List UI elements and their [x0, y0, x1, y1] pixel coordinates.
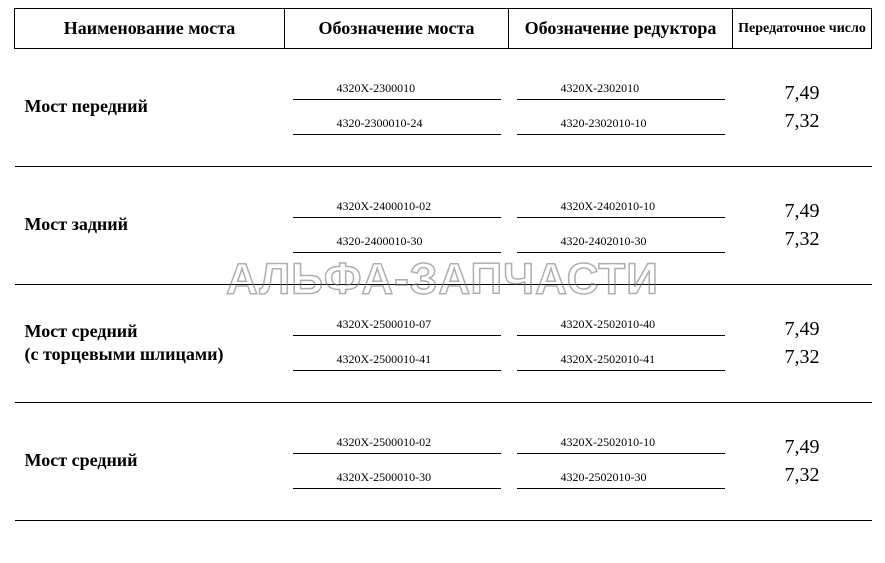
reducer-code-value: 4320Х-2502010-41	[517, 350, 725, 371]
axle-table: Наименование моста Обозначение моста Обо…	[14, 8, 872, 521]
header-reducer-code: Обозначение редуктора	[509, 9, 733, 49]
reducer-code-value: 4320-2302010-10	[517, 114, 725, 135]
axle-name: Мост задний	[15, 166, 285, 284]
ratio-value: 7,49	[733, 433, 872, 461]
ratio-value: 7,49	[733, 315, 872, 343]
ratio-value: 7,32	[733, 107, 872, 135]
ratio-value: 7,32	[733, 343, 872, 371]
bridge-code-value: 4320-2400010-30	[293, 232, 501, 253]
bridge-codes: 4320Х-2500010-07 4320Х-2500010-41	[285, 284, 509, 402]
header-bridge-code: Обозначение моста	[285, 9, 509, 49]
table-row: Мост передний 4320Х-2300010 4320-2300010-2…	[15, 48, 872, 166]
axle-name: Мост средний	[15, 402, 285, 520]
reducer-code-value: 4320Х-2502010-40	[517, 315, 725, 336]
ratio-value: 7,49	[733, 79, 872, 107]
bridge-code-value: 4320-2300010-24	[293, 114, 501, 135]
bridge-code-value: 4320Х-2300010	[293, 79, 501, 100]
bridge-code-value: 4320Х-2500010-30	[293, 468, 501, 489]
bridge-codes: 4320Х-2500010-02 4320Х-2500010-30	[285, 402, 509, 520]
reducer-code-value: 4320Х-2502010-10	[517, 433, 725, 454]
reducer-code-value: 4320Х-2402010-10	[517, 197, 725, 218]
bridge-codes: 4320Х-2300010 4320-2300010-24	[285, 48, 509, 166]
bridge-code-value: 4320Х-2500010-02	[293, 433, 501, 454]
header-name: Наименование моста	[15, 9, 285, 49]
ratio-value: 7,49	[733, 197, 872, 225]
ratio-values: 7,497,32	[733, 48, 872, 166]
reducer-codes: 4320Х-2502010-10 4320-2502010-30	[509, 402, 733, 520]
ratio-value: 7,32	[733, 225, 872, 253]
bridge-codes: 4320Х-2400010-02 4320-2400010-30	[285, 166, 509, 284]
ratio-values: 7,497,32	[733, 284, 872, 402]
table-row: Мост задний 4320Х-2400010-02 4320-2400010-…	[15, 166, 872, 284]
reducer-codes: 4320Х-2502010-40 4320Х-2502010-41	[509, 284, 733, 402]
ratio-value: 7,32	[733, 461, 872, 489]
reducer-codes: 4320Х-2302010 4320-2302010-10	[509, 48, 733, 166]
table-row: Мост средний (с торцевыми шлицами)4320Х-…	[15, 284, 872, 402]
axle-name: Мост средний (с торцевыми шлицами)	[15, 284, 285, 402]
bridge-code-value: 4320Х-2400010-02	[293, 197, 501, 218]
bridge-code-value: 4320Х-2500010-41	[293, 350, 501, 371]
ratio-values: 7,497,32	[733, 166, 872, 284]
ratio-values: 7,497,32	[733, 402, 872, 520]
reducer-code-value: 4320-2502010-30	[517, 468, 725, 489]
axle-name: Мост передний	[15, 48, 285, 166]
table-row: Мост средний4320Х-2500010-024320Х-250001…	[15, 402, 872, 520]
reducer-code-value: 4320Х-2302010	[517, 79, 725, 100]
reducer-code-value: 4320-2402010-30	[517, 232, 725, 253]
header-ratio: Передаточное число	[733, 9, 872, 49]
header-row: Наименование моста Обозначение моста Обо…	[15, 9, 872, 49]
reducer-codes: 4320Х-2402010-10 4320-2402010-30	[509, 166, 733, 284]
bridge-code-value: 4320Х-2500010-07	[293, 315, 501, 336]
